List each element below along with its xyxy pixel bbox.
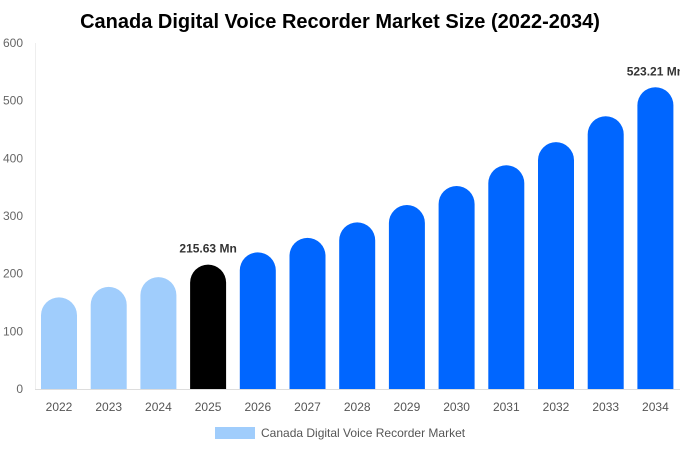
y-tick-label: 200 xyxy=(3,267,23,281)
x-tick-label: 2031 xyxy=(493,400,520,414)
x-tick-label: 2029 xyxy=(394,400,421,414)
y-tick-label: 100 xyxy=(3,324,23,338)
data-label: 523.21 Mn xyxy=(627,64,680,78)
y-tick-label: 0 xyxy=(16,382,23,396)
x-tick-label: 2027 xyxy=(294,400,321,414)
bar-2027 xyxy=(289,237,326,389)
x-tick-label: 2023 xyxy=(95,400,122,414)
bar-2029 xyxy=(388,205,425,389)
bar-2032 xyxy=(538,142,574,389)
x-tick-label: 2033 xyxy=(592,400,619,414)
bar-2023 xyxy=(90,286,127,389)
legend-swatch xyxy=(215,427,255,439)
legend: Canada Digital Voice Recorder Market xyxy=(215,426,466,440)
y-tick-label: 400 xyxy=(3,151,23,165)
bar-2022 xyxy=(41,297,77,389)
x-tick-label: 2024 xyxy=(145,400,172,414)
x-tick-label: 2034 xyxy=(642,400,669,414)
legend-label: Canada Digital Voice Recorder Market xyxy=(261,426,466,440)
x-tick-label: 2030 xyxy=(443,400,470,414)
data-label: 215.63 Mn xyxy=(179,242,236,256)
chart-title: Canada Digital Voice Recorder Market Siz… xyxy=(80,11,600,33)
bar-2025 xyxy=(190,264,227,389)
y-tick-label: 500 xyxy=(3,94,23,108)
bar-2031 xyxy=(488,165,525,389)
bar-2028 xyxy=(339,222,376,389)
bar-2030 xyxy=(438,186,475,389)
x-tick-label: 2032 xyxy=(543,400,570,414)
y-tick-label: 600 xyxy=(3,36,23,50)
bar-2024 xyxy=(140,277,177,389)
bar-2034 xyxy=(637,87,674,390)
x-tick-label: 2022 xyxy=(46,400,73,414)
x-tick-label: 2028 xyxy=(344,400,371,414)
x-tick-label: 2025 xyxy=(195,400,222,414)
x-tick-label: 2026 xyxy=(244,400,271,414)
y-tick-label: 300 xyxy=(3,209,23,223)
bar-2033 xyxy=(587,116,624,389)
bar-2026 xyxy=(239,252,276,389)
